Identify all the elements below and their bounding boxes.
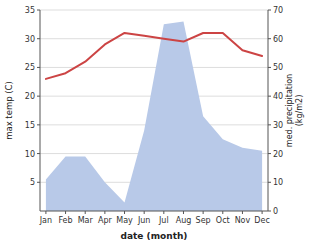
- x-tick-label: Dec: [254, 216, 269, 225]
- x-tick: [183, 211, 184, 214]
- y-tick-label: 5: [30, 178, 35, 187]
- x-tick: [45, 211, 46, 214]
- y2-axis-label-line: med. precipitation: [285, 74, 294, 147]
- grid-line: [40, 38, 268, 39]
- y2-tick: [268, 211, 271, 212]
- x-tick: [262, 211, 263, 214]
- y2-tick: [268, 96, 271, 97]
- x-tick: [124, 211, 125, 214]
- x-tick-label: Jul: [158, 216, 169, 225]
- y2-tick: [268, 124, 271, 125]
- y2-tick: [268, 182, 271, 183]
- x-tick: [85, 211, 86, 214]
- y2-tick-label: 70: [273, 6, 283, 15]
- y2-tick: [268, 38, 271, 39]
- x-tick-label: Oct: [216, 216, 230, 225]
- x-tick: [222, 211, 223, 214]
- y2-tick-label: 50: [273, 63, 283, 72]
- y2-axis-line: [268, 10, 269, 211]
- x-tick: [203, 211, 204, 214]
- y-tick-label: 10: [25, 150, 35, 159]
- x-tick-label: Aug: [176, 216, 192, 225]
- y2-tick-label: 10: [273, 178, 283, 187]
- y-tick: [37, 124, 40, 125]
- x-tick-label: Mar: [78, 216, 94, 225]
- y2-axis-label-line: (kg/m2): [295, 95, 304, 127]
- grid-line: [40, 10, 268, 11]
- y-tick-label: 15: [25, 121, 35, 130]
- x-tick-label: Jun: [137, 216, 151, 225]
- y2-tick-label: 0: [273, 207, 278, 216]
- y-tick: [37, 96, 40, 97]
- chart: 5 10 15 20 25 30 35 0 10 20 30 40 50 60 70 Jan Feb Mar Apr…: [0, 0, 318, 247]
- y2-tick: [268, 10, 271, 11]
- x-tick-label: Apr: [98, 216, 113, 225]
- y-tick-label: 35: [25, 6, 35, 15]
- y-axis-line: [40, 10, 41, 211]
- y2-axis-label: med. precipitation(kg/m2): [285, 74, 304, 147]
- x-tick-label: Nov: [235, 216, 251, 225]
- plot-area: [46, 21, 262, 211]
- x-tick: [144, 211, 145, 214]
- x-tick-label: Sep: [196, 216, 211, 225]
- x-tick: [65, 211, 66, 214]
- x-tick-label: Jan: [39, 216, 52, 225]
- y2-tick-label: 20: [273, 150, 283, 159]
- x-axis-label: date (month): [121, 231, 188, 241]
- y-tick-label: 30: [25, 35, 35, 44]
- x-tick: [104, 211, 105, 214]
- x-axis-line: [40, 211, 268, 212]
- y2-tick-label: 60: [273, 35, 283, 44]
- x-tick-label: May: [116, 216, 133, 225]
- y-tick: [37, 182, 40, 183]
- y-tick: [37, 153, 40, 154]
- y2-tick: [268, 67, 271, 68]
- precipitation-area: [46, 21, 262, 211]
- x-tick: [242, 211, 243, 214]
- y2-tick-label: 40: [273, 92, 283, 101]
- y-tick: [37, 67, 40, 68]
- temperature-line: [46, 33, 262, 79]
- y2-tick-label: 30: [273, 121, 283, 130]
- y-tick: [37, 10, 40, 11]
- y-axis-label: max temp (C): [4, 81, 14, 140]
- y-tick-label: 25: [25, 63, 35, 72]
- x-tick-label: Feb: [58, 216, 72, 225]
- x-tick: [163, 211, 164, 214]
- y-tick: [37, 38, 40, 39]
- y-tick-label: 20: [25, 92, 35, 101]
- y2-tick: [268, 153, 271, 154]
